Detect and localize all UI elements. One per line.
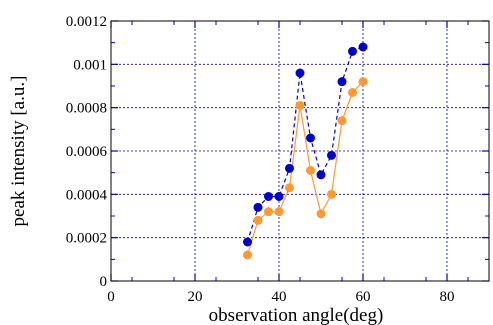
series-1-point bbox=[243, 237, 252, 247]
series-2-point bbox=[358, 77, 368, 87]
series-2-point bbox=[295, 101, 305, 110]
series-1-point bbox=[327, 150, 336, 160]
series-1-point bbox=[337, 77, 347, 87]
series-2-point bbox=[316, 209, 326, 219]
series-2-point bbox=[348, 88, 357, 97]
y-tick-label: 0.0002 bbox=[66, 231, 107, 247]
series-1-point bbox=[274, 192, 284, 201]
series-1-point bbox=[306, 133, 315, 143]
x-tick-label: 80 bbox=[440, 289, 455, 305]
y-tick-label: 0.0004 bbox=[66, 187, 108, 203]
series-1-point bbox=[285, 163, 294, 173]
x-tick-label: 60 bbox=[356, 289, 371, 305]
x-tick-label: 20 bbox=[188, 289, 203, 305]
y-tick-label: 0.001 bbox=[73, 57, 107, 73]
y-tick-label: 0.0008 bbox=[66, 101, 107, 117]
series-2-point bbox=[274, 207, 284, 217]
y-tick-label: 0.0006 bbox=[66, 144, 108, 160]
series-2-point bbox=[327, 189, 336, 199]
series-1-line bbox=[246, 46, 364, 243]
series-2-point bbox=[337, 116, 347, 126]
series-2-point bbox=[243, 250, 252, 260]
series-2-point bbox=[264, 207, 273, 217]
y-axis-title: peak intensity [a.u.] bbox=[8, 76, 29, 227]
tick-labels: 0 20 40 60 80 0 0.0002 0.0004 0.0006 0.0008 0.001 0… bbox=[66, 14, 455, 305]
series-1-point bbox=[348, 46, 357, 56]
series-1-point bbox=[264, 192, 273, 201]
y-tick-label: 0 bbox=[100, 274, 108, 290]
x-tick-label: 0 bbox=[107, 289, 115, 305]
y-tick-label: 0.0012 bbox=[66, 14, 107, 30]
series-1-point bbox=[316, 170, 326, 180]
series-1-point bbox=[295, 68, 305, 78]
x-tick-label: 40 bbox=[272, 289, 287, 305]
series-2-point bbox=[306, 166, 315, 175]
gridlines bbox=[111, 21, 489, 281]
plot-frame bbox=[110, 20, 490, 282]
series-2-point bbox=[285, 183, 294, 193]
series-2-point bbox=[253, 215, 263, 225]
series-group bbox=[243, 42, 368, 260]
series-1-point bbox=[253, 202, 263, 212]
series-1-point bbox=[358, 42, 368, 52]
x-axis-title: observation angle(deg) bbox=[209, 305, 384, 325]
